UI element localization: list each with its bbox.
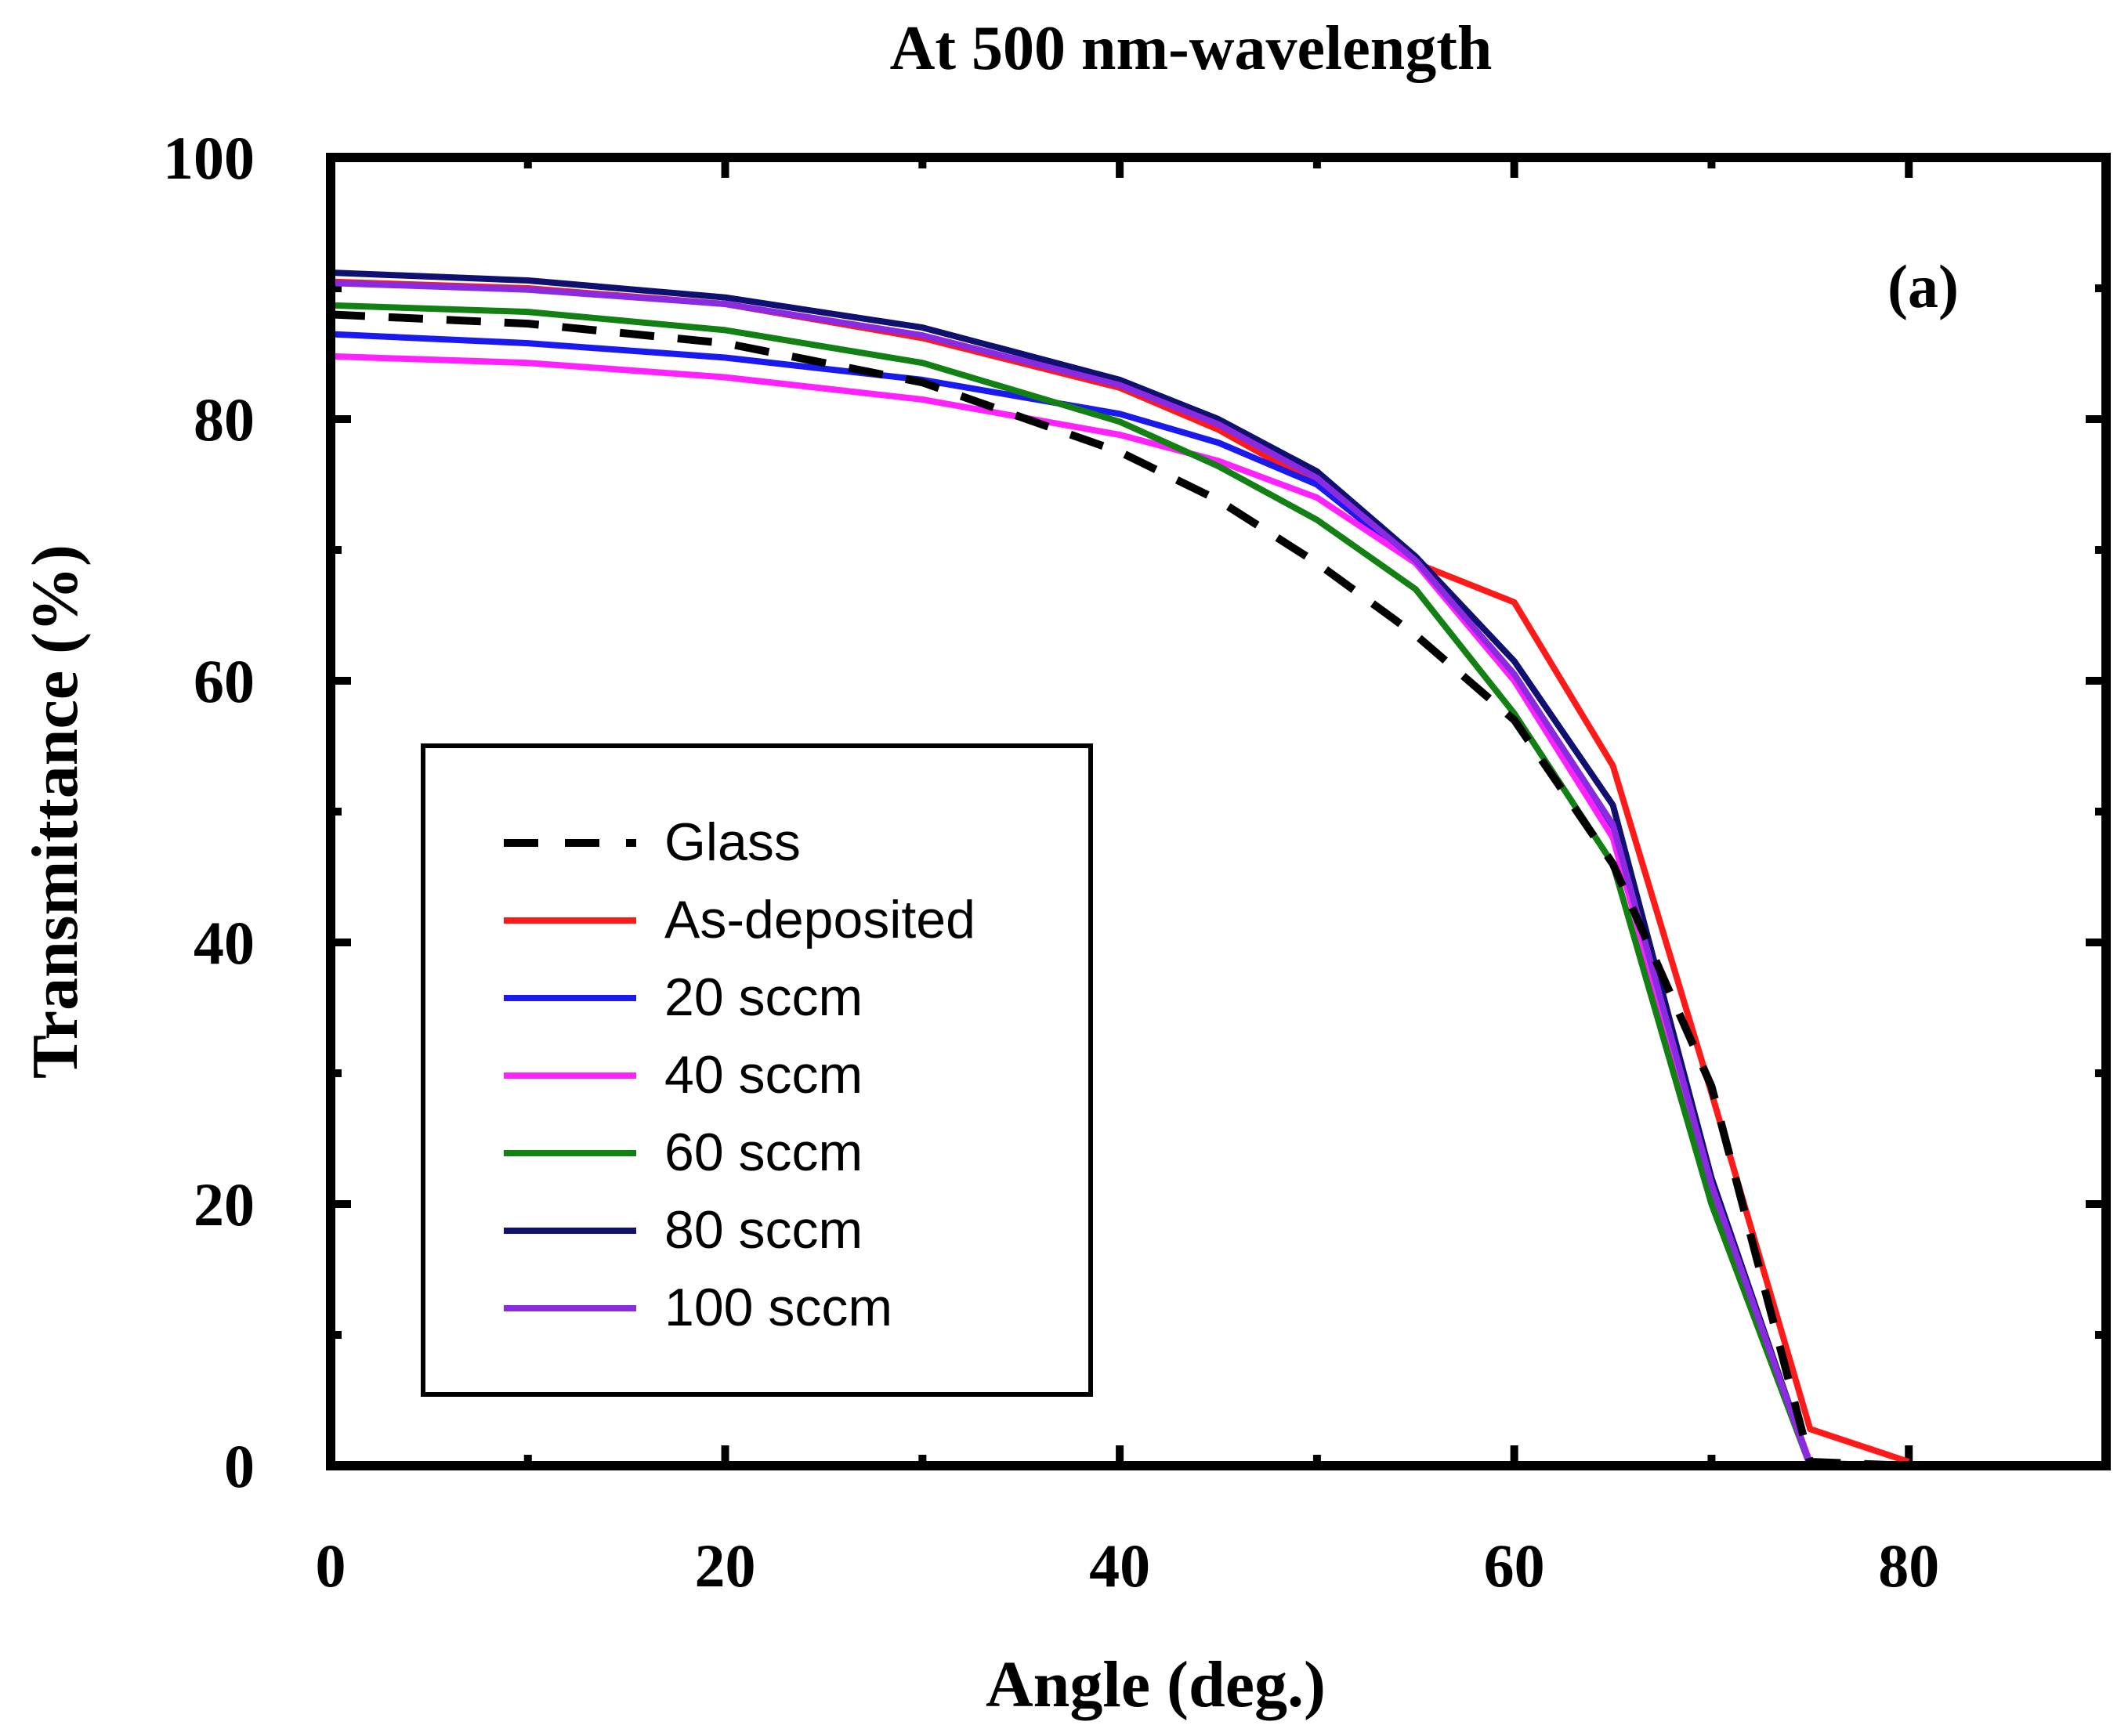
series-line-60-sccm	[330, 302, 1909, 1469]
legend-label-40-sccm: 40 sccm	[664, 1045, 863, 1105]
x-tick-label: 20	[695, 1532, 756, 1600]
legend-label-60-sccm: 60 sccm	[664, 1123, 863, 1182]
legend-label-as-deposited: As-deposited	[664, 890, 975, 949]
x-tick-label: 40	[1089, 1532, 1150, 1600]
plot-frame	[326, 153, 2111, 1470]
x-tick-label: 80	[1878, 1532, 1939, 1600]
y-tick-label: 80	[194, 385, 255, 454]
series-line-100-sccm	[330, 280, 1909, 1469]
legend-label-20-sccm: 20 sccm	[664, 967, 863, 1027]
chart-title: At 500 nm-wavelength	[890, 14, 1493, 83]
y-tick-label: 60	[194, 647, 255, 715]
series-group	[330, 269, 1910, 1470]
legend-label-80-sccm: 80 sccm	[664, 1200, 863, 1260]
y-tick-label: 0	[224, 1432, 255, 1500]
legend-entries: Glass As-deposited 20 sccm 40 sccm 60 sccm 80…	[504, 812, 975, 1337]
x-tick-label: 0	[316, 1532, 346, 1600]
x-axis-label: Angle (deg.)	[986, 1648, 1326, 1721]
tick-labels: 0 20 40 60 80 0 20 40 60 80 100	[163, 124, 1939, 1600]
legend: Glass As-deposited 20 sccm 40 sccm 60 sccm 80…	[421, 743, 1093, 1397]
y-tick-label: 40	[194, 909, 255, 977]
y-tick-label: 20	[194, 1170, 255, 1239]
x-tick-label: 60	[1484, 1532, 1545, 1600]
panel-label: (a)	[1887, 252, 1959, 320]
y-tick-label: 100	[163, 124, 255, 192]
legend-label-glass: Glass	[664, 812, 801, 872]
legend-box	[421, 743, 1093, 1397]
y-axis-label: Transmittance (%)	[19, 544, 92, 1079]
series-line-glass	[330, 310, 1909, 1470]
legend-label-100-sccm: 100 sccm	[664, 1278, 892, 1337]
